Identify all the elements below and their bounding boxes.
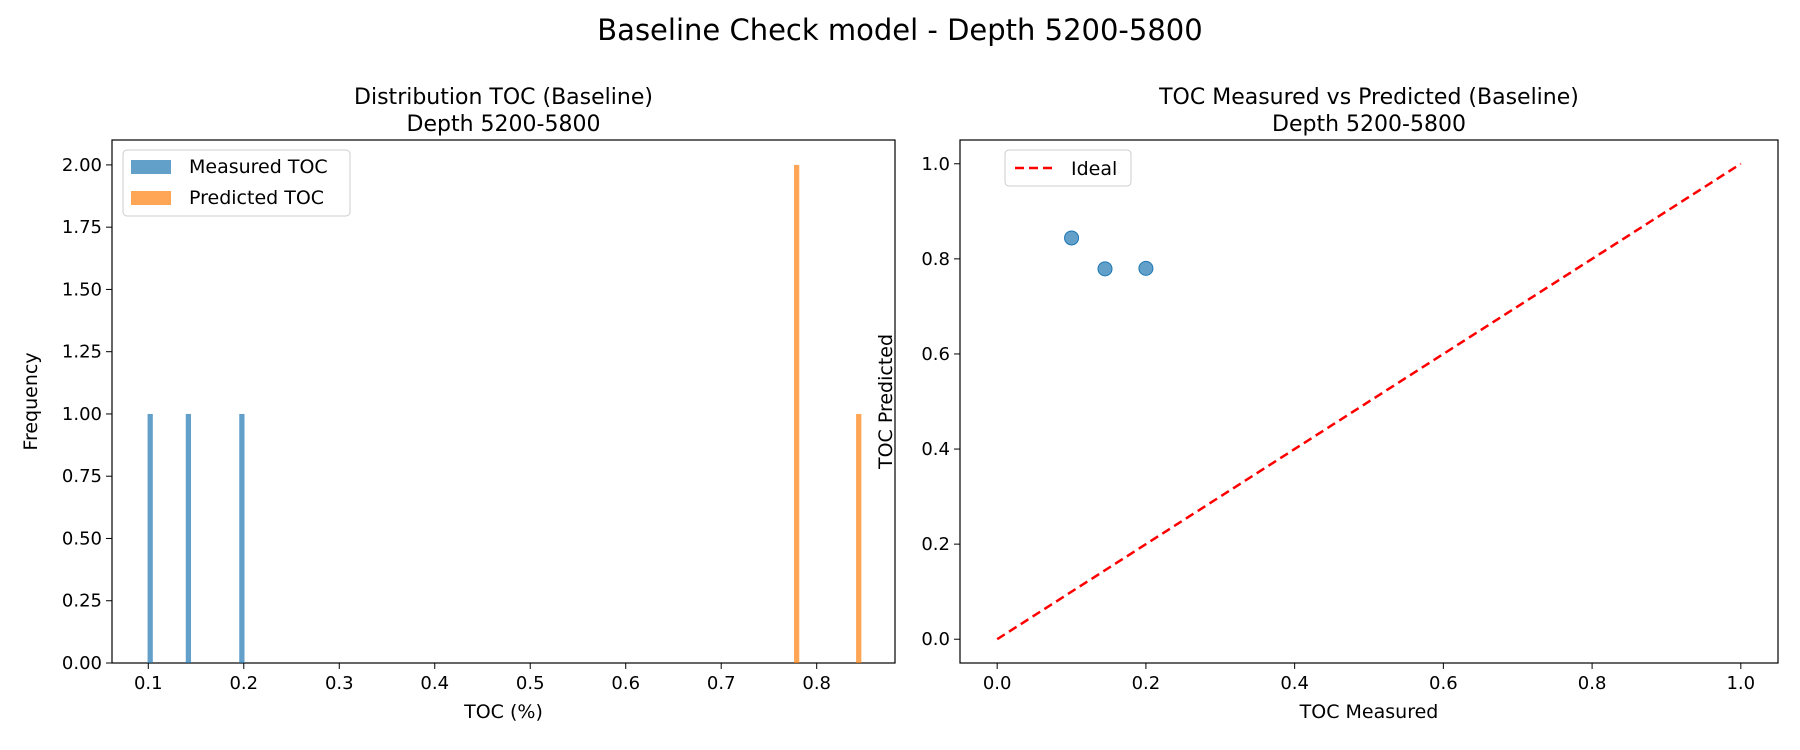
histogram-bar-predicted-toc — [794, 164, 800, 663]
y-tick-label: 1.50 — [62, 279, 102, 300]
x-tick-label: 0.4 — [420, 673, 449, 694]
ideal-line — [996, 162, 1742, 641]
legend-box — [122, 149, 351, 217]
y-tick-label: 2.00 — [62, 155, 102, 176]
histogram-panel: Distribution TOC (Baseline)Depth 5200-58… — [20, 85, 896, 723]
figure-title: Baseline Check model - Depth 5200-5800 — [597, 13, 1202, 47]
y-tick-label: 0.50 — [62, 528, 102, 549]
chart-title-line: Distribution TOC (Baseline) — [354, 85, 653, 110]
y-tick-label: 0.00 — [62, 653, 102, 674]
scatter-point — [1138, 260, 1154, 276]
x-tick-label: 0.4 — [1280, 673, 1309, 694]
x-tick-label: 0.2 — [1132, 673, 1161, 694]
legend-swatch — [131, 160, 171, 174]
legend-label: Measured TOC — [189, 156, 328, 178]
chart-title-line: Depth 5200-5800 — [1272, 112, 1466, 137]
y-tick-label: 0.6 — [921, 344, 950, 365]
y-tick-label: 0.75 — [62, 466, 102, 487]
y-tick-label: 1.00 — [62, 404, 102, 425]
histogram-bar-predicted-toc — [856, 413, 862, 663]
x-tick-label: 0.3 — [325, 673, 354, 694]
x-tick-label: 0.6 — [611, 673, 640, 694]
legend-label: Ideal — [1071, 158, 1117, 180]
axes-frame — [959, 139, 1779, 664]
x-axis-label: TOC Measured — [1299, 701, 1439, 723]
y-tick-label: 1.0 — [921, 154, 950, 175]
x-axis-label: TOC (%) — [463, 701, 543, 723]
axes-frame — [111, 139, 896, 664]
y-tick-label: 0.4 — [921, 439, 950, 460]
y-axis-label: Frequency — [20, 352, 42, 450]
y-tick-label: 0.2 — [921, 534, 950, 555]
scatter-panel: TOC Measured vs Predicted (Baseline)Dept… — [875, 85, 1779, 723]
x-tick-label: 0.1 — [134, 673, 163, 694]
legend-label: Predicted TOC — [189, 187, 324, 209]
x-tick-label: 0.6 — [1429, 673, 1458, 694]
histogram-bar-measured-toc — [185, 413, 192, 663]
x-tick-label: 0.0 — [983, 673, 1012, 694]
y-tick-label: 0.0 — [921, 629, 950, 650]
y-tick-label: 0.8 — [921, 249, 950, 270]
histogram-bar-measured-toc — [239, 413, 245, 663]
legend-box — [1004, 149, 1132, 187]
chart-title-line: TOC Measured vs Predicted (Baseline) — [1158, 85, 1579, 110]
y-tick-label: 1.75 — [62, 217, 102, 238]
histogram-bar-measured-toc — [147, 413, 153, 663]
x-tick-label: 0.8 — [802, 673, 831, 694]
scatter-point — [1097, 261, 1113, 277]
x-tick-label: 0.2 — [229, 673, 258, 694]
y-axis-label: TOC Predicted — [875, 334, 897, 470]
x-tick-label: 0.7 — [707, 673, 736, 694]
x-tick-label: 1.0 — [1726, 673, 1755, 694]
scatter-point — [1064, 230, 1080, 246]
chart-title-line: Depth 5200-5800 — [407, 112, 601, 137]
legend-swatch — [131, 191, 171, 205]
y-tick-label: 0.25 — [62, 591, 102, 612]
x-tick-label: 0.8 — [1578, 673, 1607, 694]
y-tick-label: 1.25 — [62, 342, 102, 363]
x-tick-label: 0.5 — [516, 673, 545, 694]
